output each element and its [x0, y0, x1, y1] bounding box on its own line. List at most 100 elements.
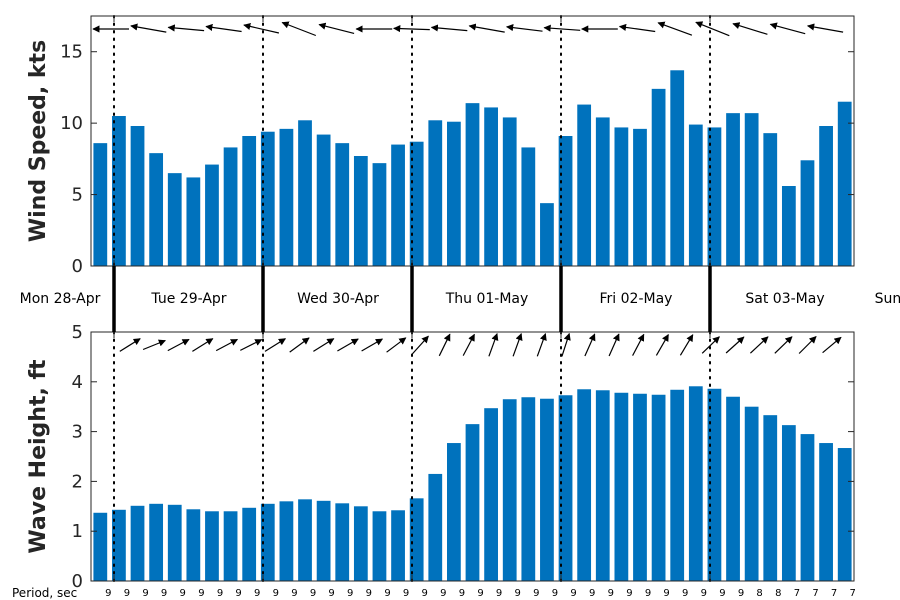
day-label: Wed 30-Apr — [297, 291, 379, 307]
wind-bar — [186, 177, 201, 266]
wind-bar — [800, 160, 815, 266]
wind-bar — [707, 127, 722, 267]
day-band: Mon 28-Apr Tue 29-Apr Wed 30-Apr Thu 01-May… — [20, 266, 900, 332]
wind-bar — [521, 147, 536, 266]
period-value: 9 — [366, 588, 372, 599]
wave-direction-arrow — [119, 338, 141, 352]
wave-bar — [130, 505, 145, 581]
period-value: 9 — [552, 588, 558, 599]
wind-bar — [409, 141, 424, 266]
wave-bar — [242, 507, 257, 581]
wind-bar — [651, 88, 666, 266]
wind-panel: 0 5 10 15 Wind Speed, kts — [26, 15, 855, 277]
wave-ytick-label: 4 — [72, 372, 83, 393]
period-value: 9 — [180, 588, 186, 599]
wave-bar — [688, 386, 703, 581]
period-value: 9 — [291, 588, 297, 599]
wind-bar — [112, 116, 126, 266]
wave-bar — [372, 511, 387, 581]
wind-bar — [540, 203, 554, 266]
wave-bar — [260, 503, 275, 581]
period-value: 9 — [570, 588, 576, 599]
wave-bar — [93, 512, 108, 581]
wave-arrows — [119, 332, 842, 357]
wave-direction-arrow — [774, 336, 793, 354]
wind-bar — [819, 126, 833, 266]
wind-ytick-label: 0 — [72, 256, 83, 277]
wind-bar — [837, 101, 852, 267]
wind-bar — [763, 133, 778, 266]
day-label: Tue 29-Apr — [150, 291, 226, 307]
wind-bar — [353, 156, 368, 266]
wave-bar — [633, 393, 647, 581]
wave-bar — [558, 395, 573, 581]
day-label: Mon 28-Apr — [20, 291, 101, 307]
wind-ytick-label: 15 — [60, 42, 83, 63]
wave-direction-arrow — [192, 338, 214, 352]
wave-bar — [149, 503, 164, 581]
wind-bar — [781, 186, 796, 266]
wave-direction-arrow — [438, 333, 451, 357]
wind-direction-arrow — [769, 22, 806, 35]
wind-bar — [428, 120, 443, 266]
period-label: Period, sec — [12, 586, 77, 600]
wave-direction-arrow — [240, 339, 263, 351]
wind-direction-arrow — [167, 24, 205, 32]
period-value: 9 — [589, 588, 595, 599]
period-value: 9 — [515, 588, 521, 599]
period-value: 9 — [347, 588, 353, 599]
wave-bar — [447, 443, 461, 581]
wave-direction-arrow — [701, 336, 720, 354]
period-value: 9 — [682, 588, 688, 599]
wind-direction-arrow — [657, 21, 693, 36]
period-value: 9 — [422, 588, 428, 599]
wave-bar — [819, 443, 833, 581]
wave-bar — [391, 510, 405, 581]
wave-bar — [651, 394, 666, 581]
wave-direction-arrow — [361, 338, 384, 352]
wind-bar — [149, 153, 164, 266]
wind-arrows — [92, 21, 844, 37]
period-value: 9 — [719, 588, 725, 599]
wind-bar — [316, 134, 331, 266]
wave-bar — [186, 509, 201, 581]
wave-direction-arrow — [749, 336, 769, 354]
period-value: 9 — [626, 588, 632, 599]
wave-direction-arrow — [512, 333, 523, 357]
wind-bar — [484, 107, 498, 267]
wave-direction-arrow — [561, 332, 571, 357]
day-label: Fri 02-May — [600, 291, 673, 307]
wave-ytick-label: 0 — [72, 571, 83, 592]
period-value: 9 — [477, 588, 483, 599]
period-value: 9 — [273, 588, 279, 599]
wind-direction-arrow — [318, 22, 355, 34]
wind-bar — [335, 143, 350, 266]
wave-bar — [707, 388, 722, 581]
period-value: 9 — [328, 588, 334, 599]
day-label: Sun — [875, 291, 900, 307]
wave-bar — [353, 506, 368, 581]
wave-bar — [781, 425, 796, 581]
period-value: 9 — [663, 588, 669, 599]
wave-ylabel: Wave Height, ft — [26, 359, 51, 554]
period-value: 7 — [794, 588, 800, 599]
wind-bar — [205, 164, 219, 266]
wind-direction-arrow — [695, 21, 730, 37]
period-value: 9 — [384, 588, 390, 599]
period-value: 9 — [124, 588, 130, 599]
wind-bar — [279, 128, 294, 266]
period-value: 9 — [217, 588, 223, 599]
period-value: 9 — [459, 588, 465, 599]
wave-bar — [279, 501, 294, 581]
wave-direction-arrow — [215, 338, 239, 352]
wave-direction-arrow — [488, 333, 499, 357]
wave-direction-arrow — [167, 338, 190, 352]
wave-direction-arrow — [725, 336, 745, 354]
period-value: 8 — [756, 588, 762, 599]
wave-bar — [167, 504, 182, 581]
period-value: 9 — [254, 588, 260, 599]
period-value: 9 — [533, 588, 539, 599]
wave-bar — [465, 424, 480, 581]
wind-direction-arrow — [205, 23, 242, 33]
wave-ytick-label: 3 — [72, 422, 83, 443]
